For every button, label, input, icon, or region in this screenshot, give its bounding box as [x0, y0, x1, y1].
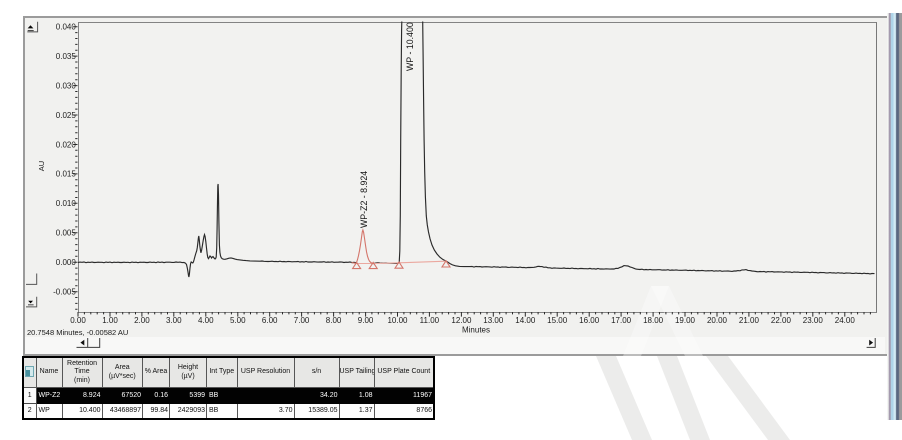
svg-text:0.010: 0.010 — [56, 199, 77, 208]
svg-text:18.00: 18.00 — [643, 316, 664, 325]
svg-text:0.020: 0.020 — [56, 140, 77, 149]
svg-text:3.00: 3.00 — [166, 316, 182, 325]
svg-text:19.00: 19.00 — [675, 316, 696, 325]
svg-text:22.00: 22.00 — [771, 316, 792, 325]
svg-text:0.015: 0.015 — [56, 170, 77, 179]
svg-text:23.00: 23.00 — [803, 316, 824, 325]
svg-text:0.030: 0.030 — [56, 81, 77, 90]
svg-text:-0.005: -0.005 — [53, 288, 76, 297]
svg-text:4.00: 4.00 — [198, 316, 214, 325]
svg-text:24.00: 24.00 — [835, 316, 856, 325]
svg-text:AU: AU — [37, 161, 46, 171]
svg-text:2.00: 2.00 — [134, 316, 150, 325]
svg-text:6.00: 6.00 — [262, 316, 278, 325]
svg-text:7.00: 7.00 — [294, 316, 310, 325]
svg-text:17.00: 17.00 — [611, 316, 632, 325]
svg-text:21.00: 21.00 — [739, 316, 760, 325]
svg-text:15.00: 15.00 — [547, 316, 568, 325]
svg-text:0.035: 0.035 — [56, 52, 77, 61]
svg-text:0.005: 0.005 — [56, 229, 77, 238]
svg-text:9.00: 9.00 — [358, 316, 374, 325]
svg-text:12.00: 12.00 — [451, 316, 472, 325]
svg-text:10.00: 10.00 — [387, 316, 408, 325]
svg-text:13.00: 13.00 — [483, 316, 504, 325]
svg-text:14.00: 14.00 — [515, 316, 536, 325]
svg-text:0.025: 0.025 — [56, 111, 77, 120]
svg-text:20.00: 20.00 — [707, 316, 728, 325]
svg-text:0.00: 0.00 — [70, 316, 86, 325]
svg-text:5.00: 5.00 — [230, 316, 246, 325]
svg-text:WP-Z2 - 8.924: WP-Z2 - 8.924 — [359, 171, 369, 228]
svg-text:0.000: 0.000 — [56, 258, 77, 267]
svg-text:Minutes: Minutes — [462, 326, 490, 335]
svg-text:11.00: 11.00 — [420, 316, 440, 325]
svg-text:WP - 10.400: WP - 10.400 — [405, 22, 415, 71]
svg-text:0.040: 0.040 — [56, 23, 77, 32]
svg-text:8.00: 8.00 — [326, 316, 342, 325]
svg-text:16.00: 16.00 — [579, 316, 600, 325]
svg-text:1.00: 1.00 — [102, 316, 118, 325]
